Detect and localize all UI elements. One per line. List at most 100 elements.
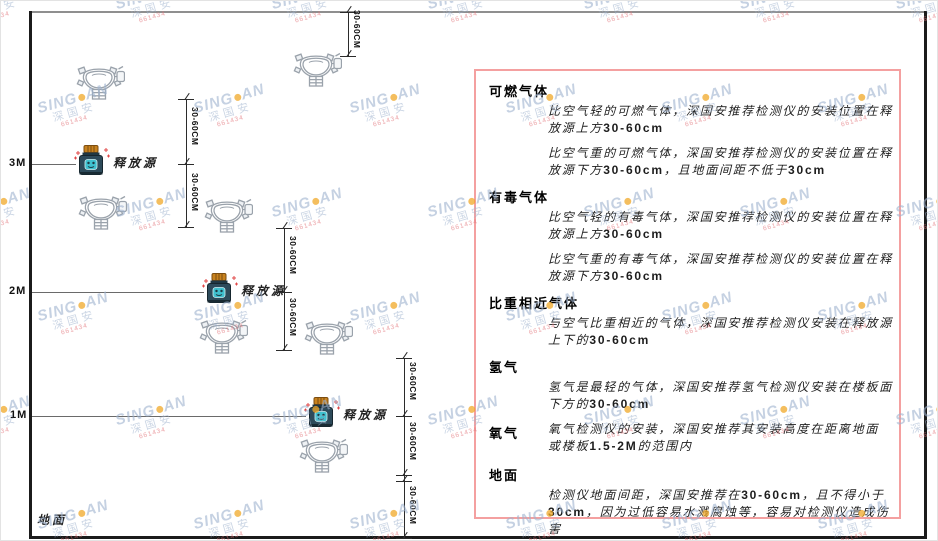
watermark-code: 661434 [606, 10, 635, 25]
watermark-dot-icon [389, 301, 398, 310]
watermark-code: 661434 [138, 426, 167, 441]
section-oxygen: 氧气 氧气检测仪的安装，深国安推荐其安装高度在距离地面或楼板1.5-2M的范围内 [489, 421, 891, 463]
watermark-dot-icon [1, 197, 8, 206]
watermark-code: 661434 [918, 10, 937, 25]
section-similar-density-gas: 比重相近气体 与空气比重相近的气体，深国安推荐检测仪安装在释放源上下的30-60… [489, 293, 891, 349]
section-paragraph: 氢气是最轻的气体，深国安推荐氢气检测仪安装在楼板面下方的30-60cm [548, 380, 894, 411]
section-heading: 氧气 [489, 426, 520, 441]
watermark-dot-icon [155, 197, 164, 206]
watermark-code: 661434 [918, 218, 937, 233]
dimension-label: 30-60CM [408, 422, 418, 461]
gas-detector-icon [304, 320, 353, 355]
release-source-icon [303, 397, 341, 427]
watermark-code: 661434 [1, 426, 11, 441]
section-paragraph: 比空气轻的有毒气体，深国安推荐检测仪的安装位置在释放源上方30-60cm [548, 210, 894, 241]
watermark-chinese: 深国安 [129, 412, 176, 437]
gas-detector-icon [299, 438, 348, 473]
release-source-label: 释放源 [241, 284, 287, 298]
section-paragraph: 氧气检测仪的安装，深国安推荐其安装高度在距离地面或楼板1.5-2M的范围内 [548, 422, 880, 453]
watermark-chinese: 深国安 [207, 100, 254, 125]
watermark-chinese: 深国安 [51, 308, 98, 333]
watermark-dot-icon [1, 405, 8, 414]
height-line-2m [32, 292, 204, 293]
watermark-code: 661434 [138, 10, 167, 25]
ground-line [29, 536, 927, 539]
height-label-2m: 2M [9, 285, 27, 297]
dimension-label: 30-60CM [190, 173, 200, 212]
watermark-chinese: 深国安 [129, 204, 176, 229]
section-flammable-gas: 可燃气体 比空气轻的可燃气体，深国安推荐检测仪的安装位置在释放源上方30-60c… [489, 81, 891, 179]
watermark-code: 661434 [216, 114, 245, 129]
watermark-chinese: 深国安 [363, 100, 410, 125]
height-line-1m [32, 416, 306, 417]
watermark-code: 661434 [60, 114, 89, 129]
dimension-label: 30-60CM [288, 236, 298, 275]
left-wall-line [29, 11, 32, 539]
gas-detector-icon [199, 319, 248, 354]
watermark-code: 661434 [1, 218, 11, 233]
right-wall-line [924, 11, 927, 539]
watermark-dot-icon [155, 405, 164, 414]
dimension-label: 30-60CM [190, 107, 200, 146]
gas-detector-icon [78, 195, 127, 230]
height-label-3m: 3M [9, 157, 27, 169]
watermark-dot-icon [389, 93, 398, 102]
section-paragraph: 比空气重的可燃气体，深国安推荐检测仪的安装位置在释放源下方30-60cm，且地面… [548, 146, 894, 177]
watermark-dot-icon [389, 509, 398, 518]
section-heading: 有毒气体 [489, 190, 550, 205]
watermark-code: 661434 [1, 10, 11, 25]
watermark-dot-icon [233, 509, 242, 518]
watermark-code: 661434 [294, 218, 323, 233]
section-paragraph: 与空气比重相近的气体，深国安推荐检测仪安装在释放源上下的30-60cm [548, 316, 894, 347]
watermark-code: 661434 [918, 426, 937, 441]
watermark-code: 661434 [450, 10, 479, 25]
watermark-dot-icon [311, 197, 320, 206]
height-label-1m: 1M [10, 409, 28, 421]
recommendation-panel: 可燃气体 比空气轻的可燃气体，深国安推荐检测仪的安装位置在释放源上方30-60c… [474, 69, 901, 536]
dimension-label: 30-60CM [408, 486, 418, 525]
watermark-code: 661434 [762, 10, 791, 25]
watermark-chinese: 深国安 [285, 204, 332, 229]
watermark-code: 661434 [294, 10, 323, 25]
section-heading: 可燃气体 [489, 84, 550, 99]
ceiling-line [29, 11, 926, 13]
section-paragraph: 比空气轻的可燃气体，深国安推荐检测仪的安装位置在释放源上方30-60cm [548, 104, 894, 135]
watermark-code: 661434 [372, 114, 401, 129]
watermark-code: 661434 [60, 322, 89, 337]
watermark-dot-icon [77, 301, 86, 310]
section-toxic-gas: 有毒气体 比空气轻的有毒气体，深国安推荐检测仪的安装位置在释放源上方30-60c… [489, 187, 891, 285]
section-paragraph: 比空气重的有毒气体，深国安推荐检测仪的安装位置在释放源下方30-60cm [548, 252, 894, 283]
watermark-dot-icon [233, 93, 242, 102]
release-source-label: 释放源 [113, 156, 159, 170]
dimension-label: 30-60CM [352, 10, 362, 49]
dimension-label: 30-60CM [288, 298, 298, 337]
height-line-3m [32, 164, 76, 165]
release-source-icon [73, 145, 111, 175]
watermark-dot-icon [935, 405, 937, 414]
section-heading: 氢气 [489, 360, 520, 375]
watermark-code: 661434 [372, 322, 401, 337]
gas-detector-icon [204, 198, 253, 233]
section-heading: 比重相近气体 [489, 296, 580, 311]
